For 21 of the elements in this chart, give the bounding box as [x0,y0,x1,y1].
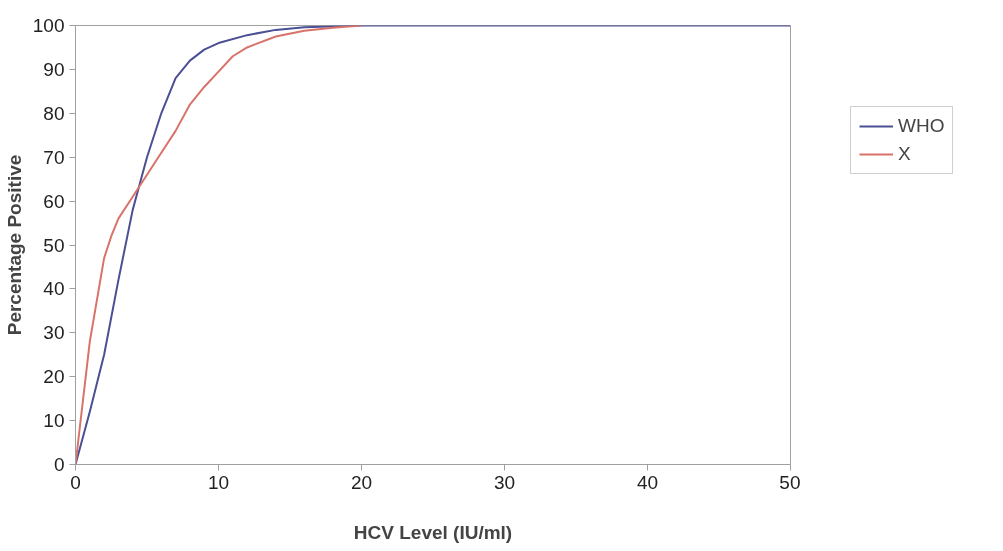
x-tick-label: 40 [636,471,659,493]
y-tick-label: 50 [43,234,65,256]
y-tick-label: 0 [53,454,65,475]
y-tick-label: 90 [43,58,65,80]
x-tick-label: 10 [207,471,230,493]
y-tick-label: 10 [43,410,65,432]
legend-label: WHO [898,115,945,137]
x-tick-label: 50 [779,471,801,493]
y-tick-label: 30 [43,322,65,344]
y-tick-label: 40 [43,278,65,300]
y-tick-label: 70 [43,146,65,168]
y-tick-label: 80 [43,102,65,124]
x-tick-label: 30 [493,471,516,493]
x-tick-label: 0 [70,471,81,493]
legend-label: X [898,143,912,165]
y-tick-label: 60 [43,190,65,212]
x-axis-title: HCV Level (IU/ml) [353,521,513,543]
y-axis-title: Percentage Positive [3,154,25,336]
y-tick-label: 20 [43,366,65,388]
x-tick-label: 20 [350,471,373,493]
y-tick-label: 100 [32,15,65,36]
